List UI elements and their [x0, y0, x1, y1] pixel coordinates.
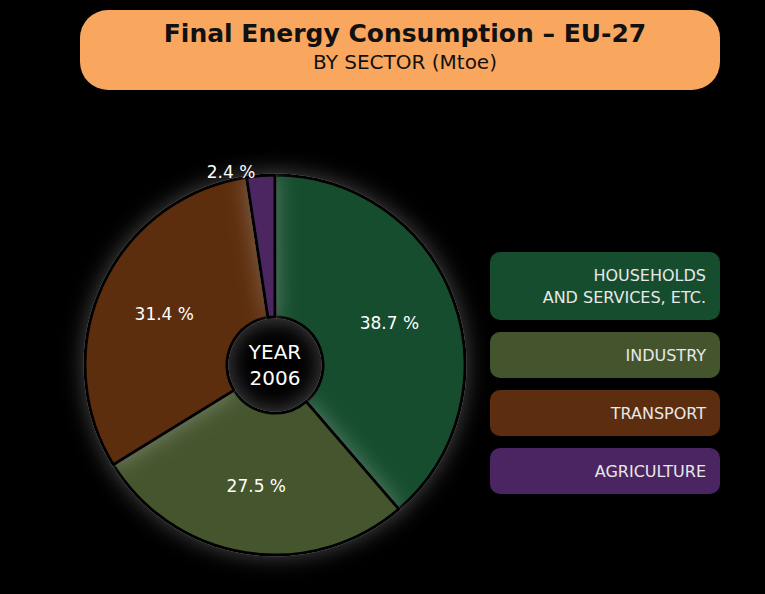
- svg-text:YEAR: YEAR: [248, 340, 302, 364]
- svg-text:2.4 %: 2.4 %: [207, 162, 256, 182]
- svg-text:AGRICULTURE: AGRICULTURE: [595, 462, 706, 481]
- svg-text:2006: 2006: [250, 366, 301, 390]
- svg-text:27.5 %: 27.5 %: [227, 476, 286, 496]
- svg-text:38.7 %: 38.7 %: [360, 313, 419, 333]
- svg-text:HOUSEHOLDS: HOUSEHOLDS: [593, 266, 706, 285]
- svg-text:TRANSPORT: TRANSPORT: [610, 404, 707, 423]
- svg-text:Final Energy Consumption – EU-: Final Energy Consumption – EU-27: [164, 19, 647, 48]
- svg-text:BY SECTOR (Mtoe): BY SECTOR (Mtoe): [313, 50, 497, 74]
- svg-text:31.4 %: 31.4 %: [135, 304, 194, 324]
- svg-text:AND SERVICES, ETC.: AND SERVICES, ETC.: [543, 288, 706, 307]
- svg-text:INDUSTRY: INDUSTRY: [625, 346, 706, 365]
